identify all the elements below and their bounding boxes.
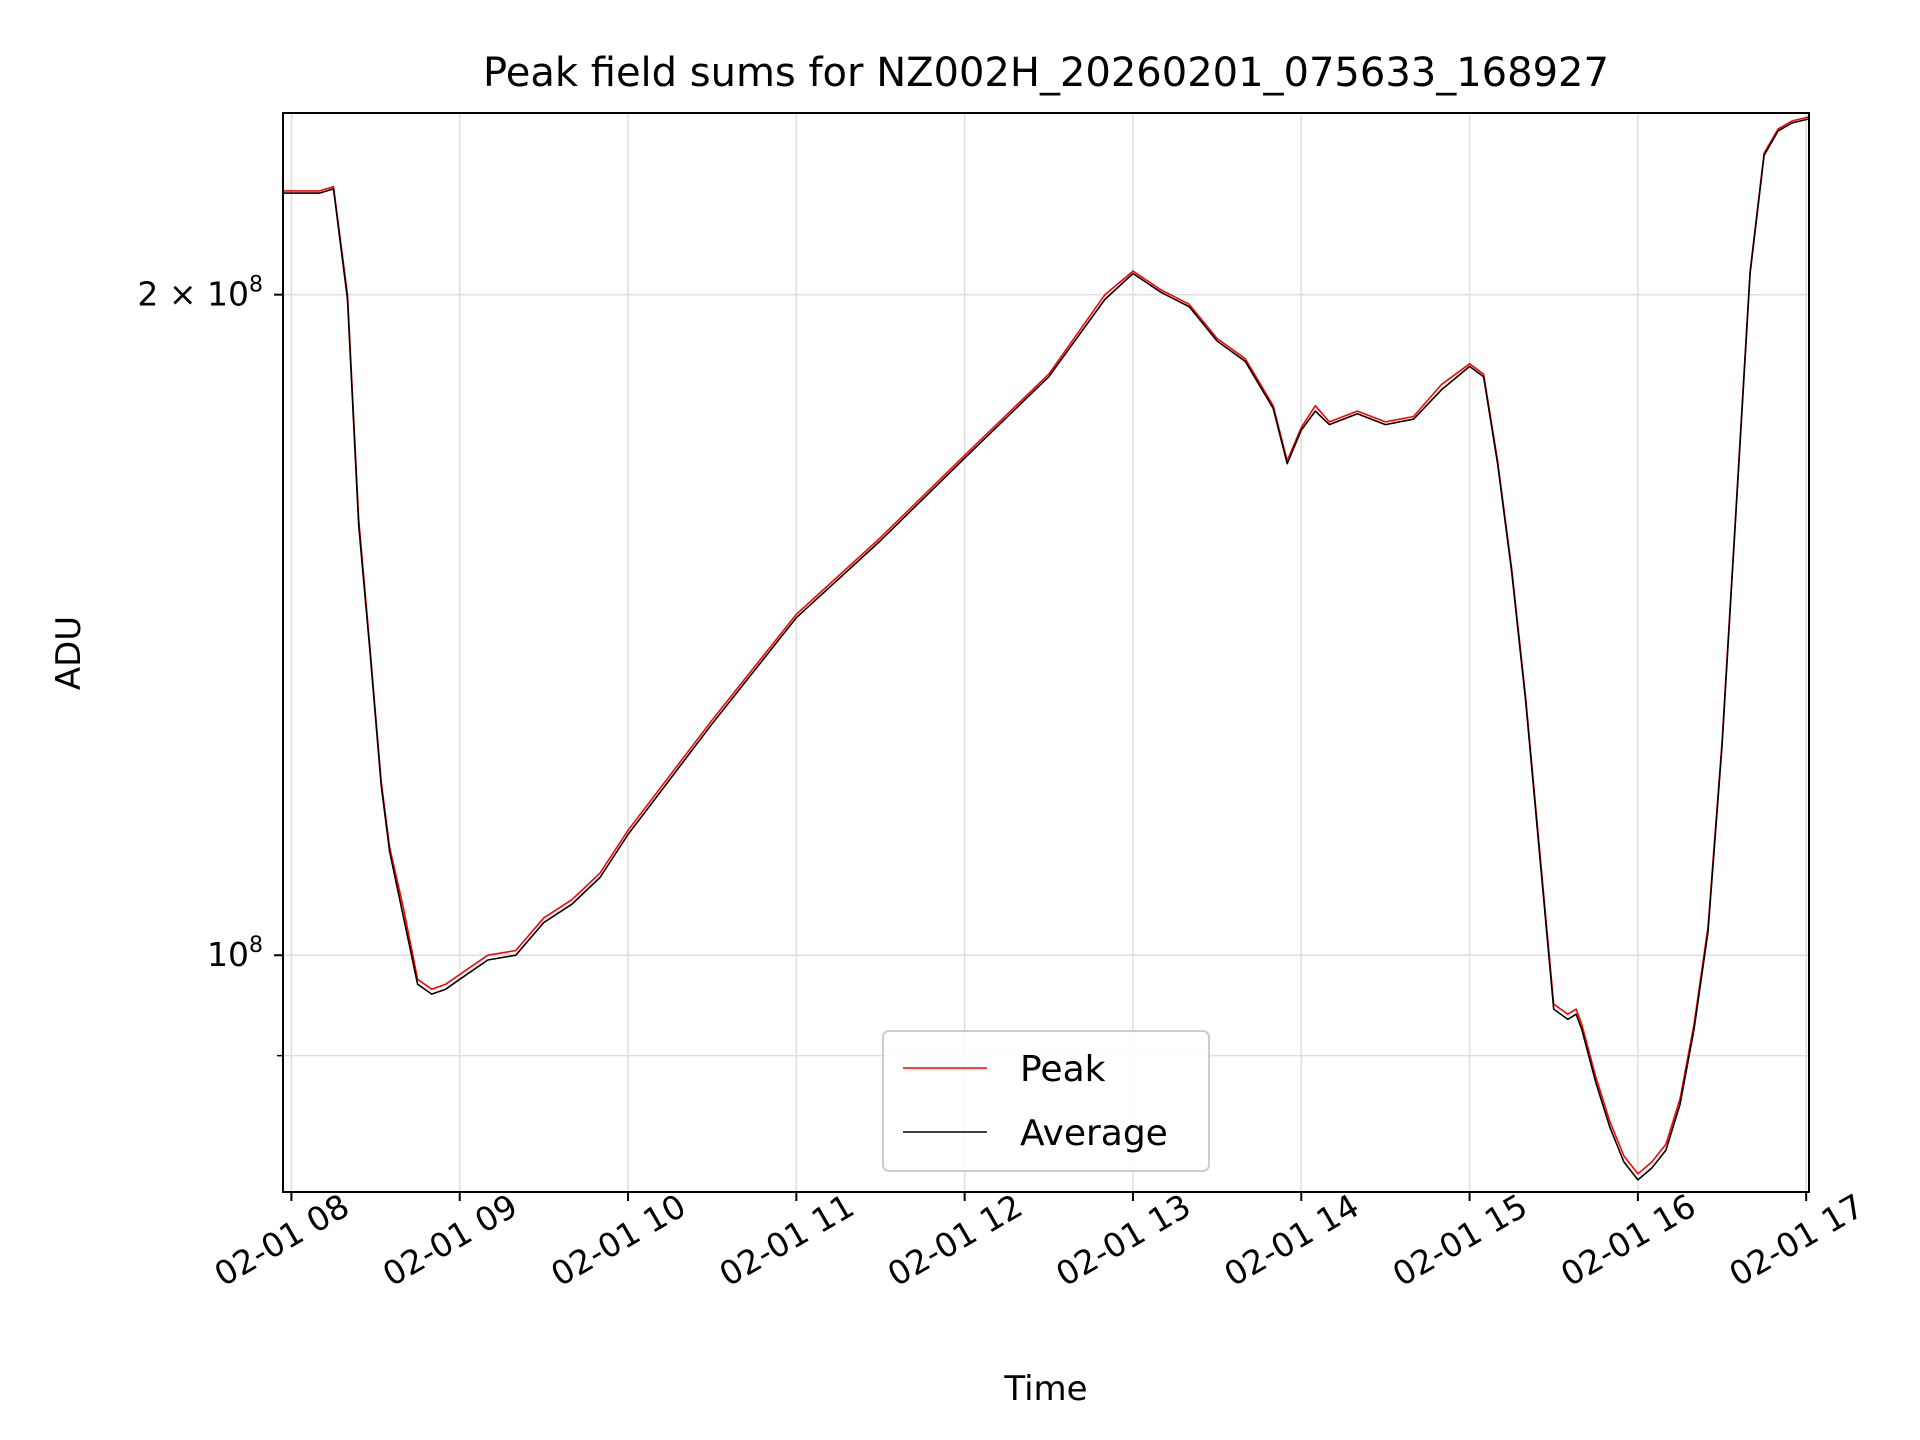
- series-line-peak: [283, 116, 1810, 1175]
- series-line-average: [283, 118, 1810, 1181]
- y-tick-label: 2 × 108: [137, 273, 263, 314]
- y-axis: 108 2 × 108: [137, 273, 283, 1057]
- y-axis-title: ADU: [49, 616, 89, 690]
- y-tick-label: 108: [207, 933, 263, 974]
- legend: Peak Average: [882, 1030, 1210, 1172]
- grid-layer: [283, 113, 1809, 1192]
- plot-frame: [282, 112, 1810, 1193]
- chart-title: Peak field sums for NZ002H_20260201_0756…: [483, 50, 1609, 96]
- legend-label-peak: Peak: [1020, 1049, 1106, 1090]
- series-layer: [283, 116, 1810, 1181]
- legend-box: [882, 1030, 1210, 1172]
- legend-label-average: Average: [1020, 1113, 1168, 1154]
- x-axis-title: Time: [1003, 1369, 1087, 1409]
